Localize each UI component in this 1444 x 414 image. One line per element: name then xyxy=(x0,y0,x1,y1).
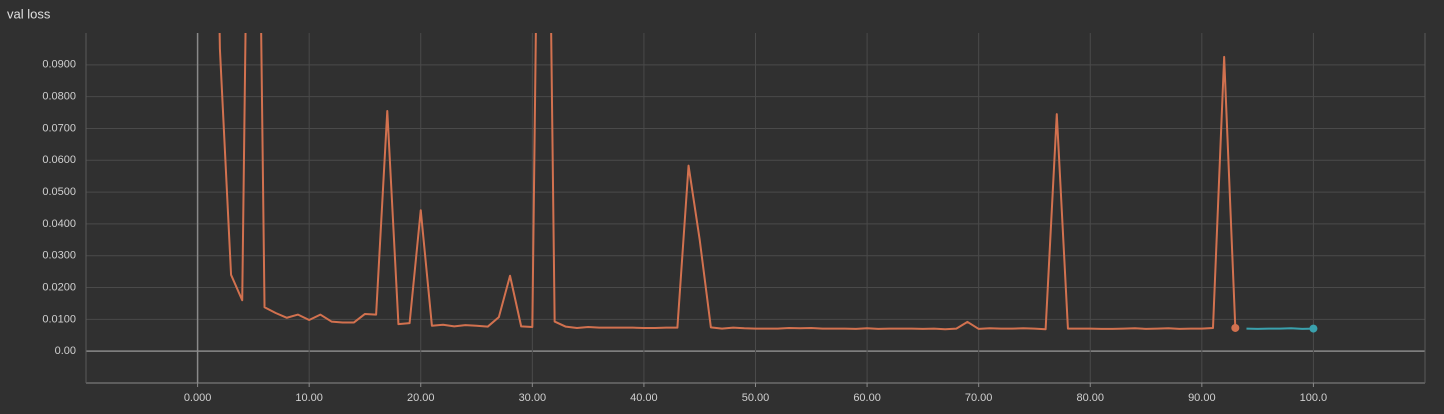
x-tick-label: 20.00 xyxy=(407,392,435,404)
y-tick-label: 0.0300 xyxy=(42,250,76,262)
y-tick-label: 0.00 xyxy=(55,345,76,357)
y-tick-label: 0.0700 xyxy=(42,122,76,134)
x-tick-label: 40.00 xyxy=(630,392,658,404)
y-tick-label: 0.0200 xyxy=(42,281,76,293)
y-tick-label: 0.0100 xyxy=(42,313,76,325)
end-point xyxy=(1231,323,1240,332)
series-line xyxy=(1246,327,1314,330)
x-tick-label: 60.00 xyxy=(853,392,881,404)
end-point xyxy=(1309,324,1318,333)
series-line xyxy=(218,33,1237,331)
y-tick-label: 0.0600 xyxy=(42,154,76,166)
x-tick-label: 10.00 xyxy=(295,392,323,404)
x-tick-label: 50.00 xyxy=(742,392,770,404)
y-tick-label: 0.0900 xyxy=(42,59,76,71)
y-tick-label: 0.0400 xyxy=(42,218,76,230)
x-tick-label: 80.00 xyxy=(1076,392,1104,404)
plot-area xyxy=(218,33,1318,333)
y-tick-label: 0.0500 xyxy=(42,186,76,198)
x-tick-label: 0.000 xyxy=(184,392,212,404)
y-tick-label: 0.0800 xyxy=(42,91,76,103)
x-tick-label: 30.00 xyxy=(519,392,547,404)
x-tick-label: 70.00 xyxy=(965,392,993,404)
x-tick-label: 100.0 xyxy=(1300,392,1328,404)
x-tick-label: 90.00 xyxy=(1188,392,1216,404)
chart-title: val loss xyxy=(7,6,51,21)
